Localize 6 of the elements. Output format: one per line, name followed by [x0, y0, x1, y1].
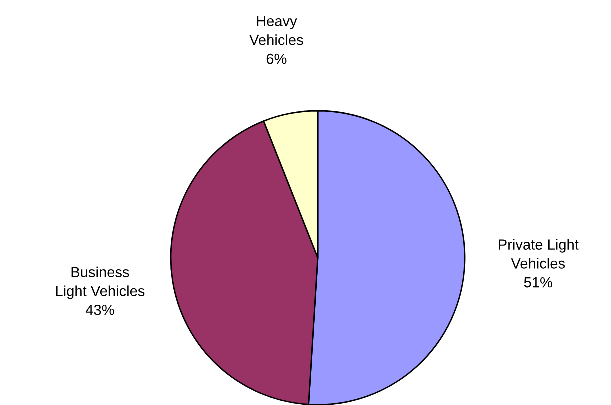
data-label: 51% — [524, 277, 552, 288]
slice-label: Heavy Vehicles — [250, 16, 304, 46]
data-label: 43% — [86, 304, 114, 316]
slice-label: Private Light Vehicles — [499, 239, 579, 269]
slice-label: Business Light Vehicles — [56, 266, 145, 300]
data-label: 6% — [266, 54, 287, 64]
